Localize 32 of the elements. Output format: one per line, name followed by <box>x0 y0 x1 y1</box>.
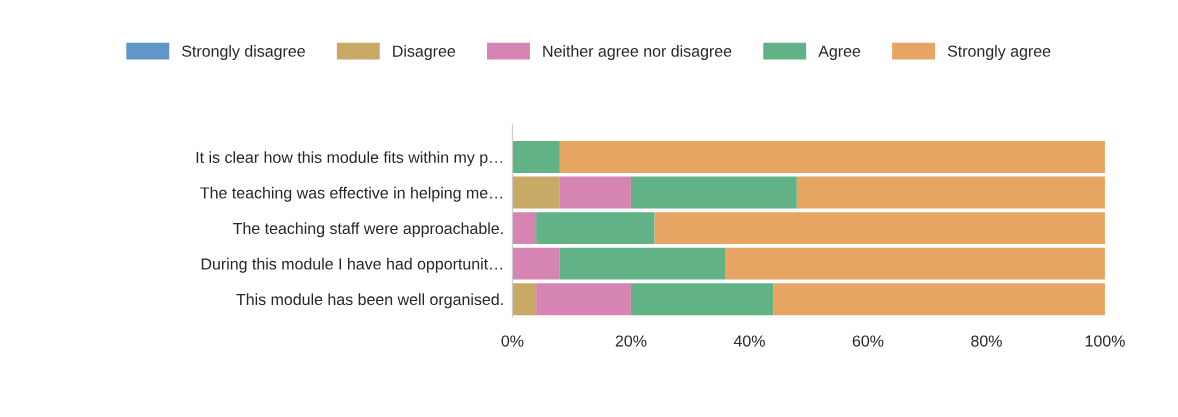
bar <box>512 212 537 245</box>
bar <box>725 247 1105 280</box>
bar <box>630 176 797 209</box>
bar <box>512 283 537 316</box>
x-tick-label: 40% <box>733 335 765 347</box>
y-tick-label: During this module I have had opportunit… <box>201 257 502 273</box>
x-tick-label: 20% <box>615 335 647 347</box>
y-tick-label: This module has been well organised. <box>236 293 503 309</box>
y-tick-label: The teaching was effective in helping me… <box>200 186 502 202</box>
y-tick-label: The teaching staff were approachable. <box>233 222 503 238</box>
bar <box>654 212 1105 245</box>
bar <box>630 283 774 316</box>
bar <box>512 176 560 209</box>
x-tick-label: 0% <box>501 335 524 347</box>
bar <box>512 247 560 280</box>
x-tick-label: 80% <box>971 335 1002 347</box>
legend-label: Strongly agree <box>947 45 1051 60</box>
bar <box>512 141 560 174</box>
legend-label: Neither agree nor disagree <box>543 45 732 60</box>
legend-label: Disagree <box>393 45 456 60</box>
legend-label: Strongly disagree <box>182 45 305 60</box>
bar <box>536 212 655 245</box>
bar <box>773 283 1105 316</box>
x-tick-label: 100% <box>1085 335 1125 347</box>
bar <box>796 176 1105 209</box>
bar <box>559 247 726 280</box>
y-tick-label: It is clear how this module fits within my p… <box>196 151 502 167</box>
bar <box>536 283 631 316</box>
bar <box>559 176 631 209</box>
x-tick-label: 60% <box>852 335 884 347</box>
bar <box>559 141 1105 174</box>
legend-label: Agree <box>818 45 861 60</box>
